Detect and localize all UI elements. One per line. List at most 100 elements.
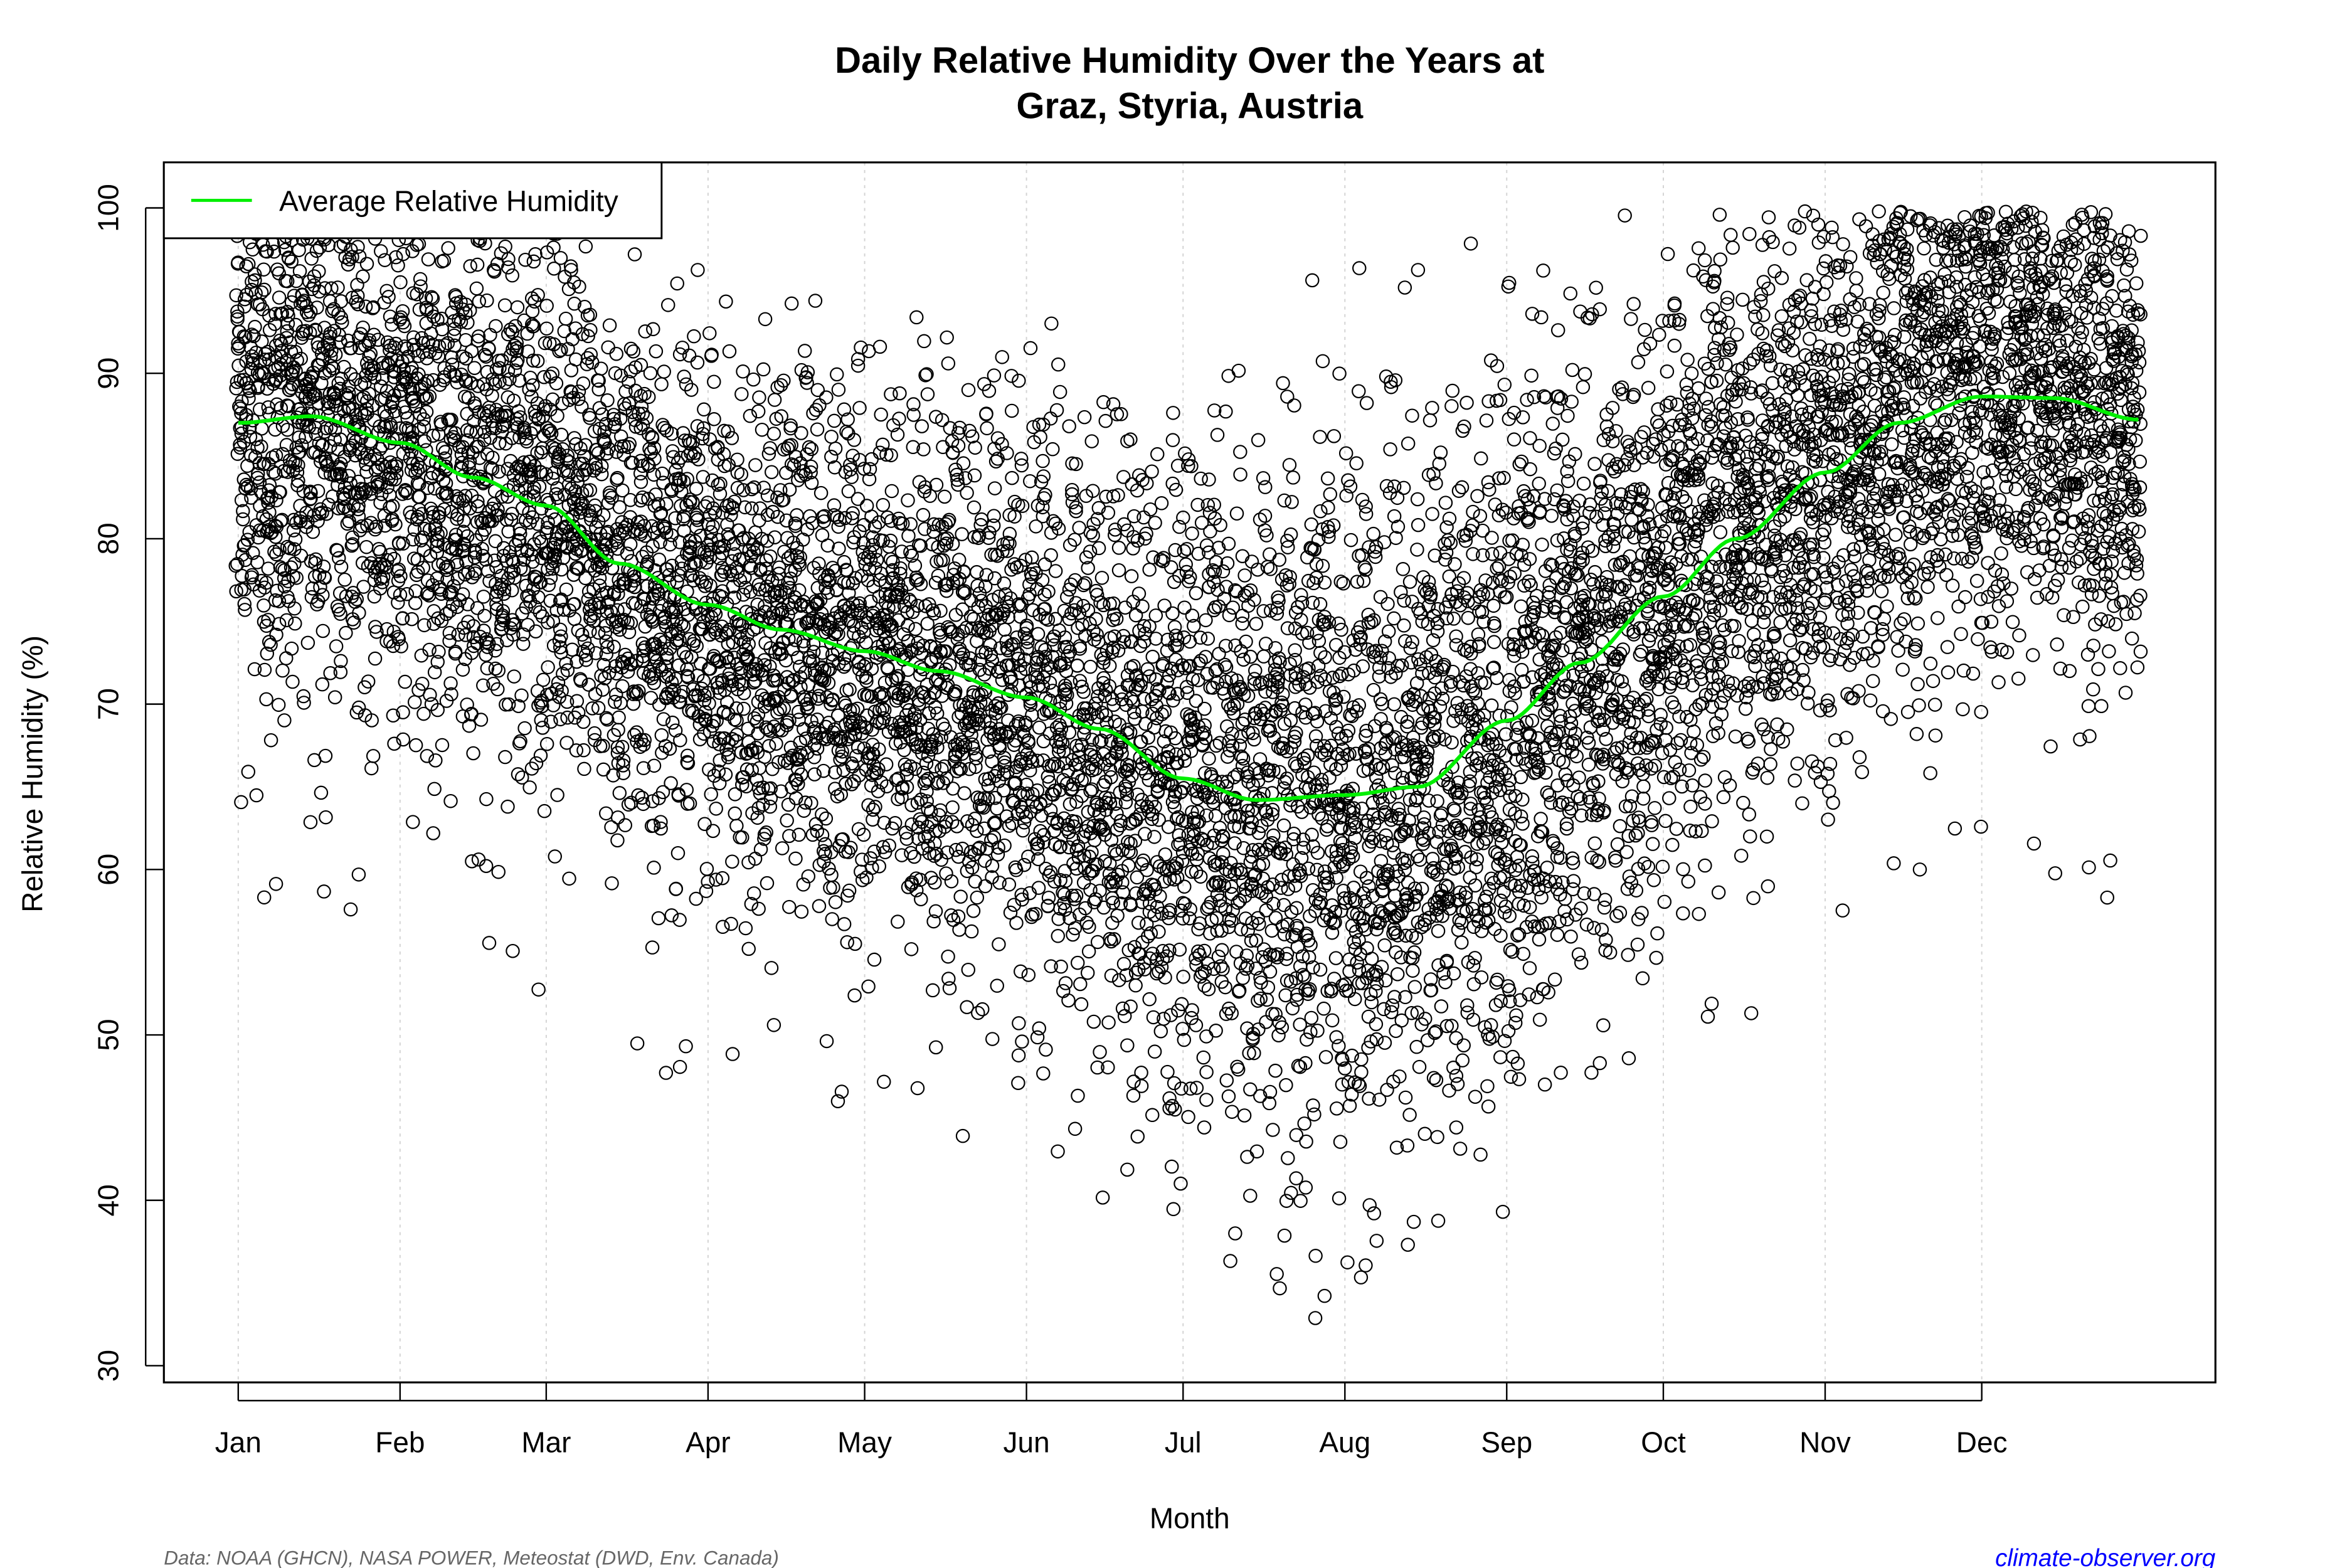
data-point — [390, 353, 405, 368]
data-point — [241, 391, 256, 406]
data-point — [595, 682, 610, 697]
data-point — [707, 412, 721, 426]
data-point — [966, 904, 981, 918]
data-point — [511, 767, 526, 781]
data-point — [854, 340, 868, 355]
data-point — [364, 761, 379, 776]
data-point — [257, 662, 272, 677]
data-point — [960, 485, 974, 501]
data-point — [1047, 824, 1062, 838]
data-point — [351, 867, 366, 882]
data-point — [1117, 1009, 1132, 1024]
data-point — [810, 383, 825, 398]
data-point — [622, 625, 637, 640]
data-point — [562, 871, 576, 886]
data-point — [343, 902, 358, 917]
data-point — [308, 388, 322, 403]
data-point — [697, 402, 711, 417]
data-point — [269, 547, 283, 562]
data-point — [480, 364, 495, 379]
data-point — [756, 480, 771, 495]
data-point — [366, 749, 381, 763]
data-point — [1023, 341, 1038, 356]
data-point — [463, 259, 478, 273]
data-point — [1115, 1001, 1130, 1016]
data-point — [371, 542, 386, 556]
data-point — [474, 513, 489, 528]
data-point — [1165, 433, 1180, 447]
data-point — [952, 923, 967, 937]
data-point — [1036, 1066, 1051, 1081]
data-point — [518, 252, 532, 267]
data-point — [319, 810, 333, 825]
data-point — [479, 553, 493, 567]
data-point — [1189, 586, 1204, 601]
data-point — [514, 688, 529, 703]
data-point — [1201, 982, 1216, 997]
data-point — [333, 607, 347, 621]
data-point — [670, 276, 685, 291]
data-point — [1080, 965, 1095, 980]
data-point — [941, 356, 956, 371]
data-point — [907, 849, 921, 864]
data-point — [421, 252, 436, 267]
data-point — [483, 460, 498, 475]
data-point — [510, 411, 524, 426]
data-point — [371, 460, 385, 475]
data-point — [444, 412, 458, 427]
data-point — [1070, 658, 1084, 673]
data-point — [442, 625, 457, 640]
data-point — [1179, 557, 1193, 572]
data-point — [1083, 659, 1098, 674]
data-point — [1219, 1073, 1234, 1088]
data-point — [490, 682, 505, 697]
data-point — [674, 450, 688, 465]
data-point — [281, 574, 295, 588]
data-point — [759, 553, 774, 568]
data-point — [430, 702, 445, 718]
data-point — [237, 299, 252, 314]
data-point — [234, 420, 249, 435]
data-point — [645, 940, 660, 955]
data-point — [697, 817, 712, 831]
data-point — [288, 616, 302, 631]
data-point — [321, 497, 336, 512]
data-point — [490, 637, 504, 652]
data-point — [513, 410, 527, 425]
data-point — [651, 911, 666, 926]
data-point — [420, 374, 435, 388]
data-point — [920, 387, 935, 401]
data-point — [356, 320, 370, 335]
data-point — [277, 713, 292, 728]
data-point — [359, 257, 374, 272]
data-point — [1004, 369, 1019, 383]
data-point — [910, 1081, 925, 1096]
data-point — [246, 329, 261, 344]
data-point — [812, 899, 827, 913]
data-point — [391, 595, 405, 610]
data-point — [304, 252, 319, 266]
data-point — [1189, 1018, 1204, 1032]
data-point — [764, 961, 779, 975]
data-point — [408, 738, 423, 753]
data-point — [420, 351, 434, 366]
data-point — [505, 583, 519, 598]
data-point — [392, 536, 406, 551]
data-point — [940, 330, 954, 345]
data-point — [569, 743, 584, 758]
data-point — [314, 785, 329, 800]
data-point — [970, 890, 985, 905]
data-point — [390, 564, 405, 578]
data-point — [269, 627, 283, 642]
data-point — [1012, 1016, 1026, 1030]
data-point — [690, 355, 705, 370]
data-point — [441, 241, 455, 255]
data-point — [664, 776, 678, 790]
data-point — [1224, 887, 1239, 901]
data-point — [257, 282, 272, 297]
data-point — [647, 861, 661, 875]
data-point — [438, 445, 453, 459]
data-point — [575, 400, 589, 414]
data-point — [724, 916, 738, 931]
data-point — [748, 458, 763, 472]
